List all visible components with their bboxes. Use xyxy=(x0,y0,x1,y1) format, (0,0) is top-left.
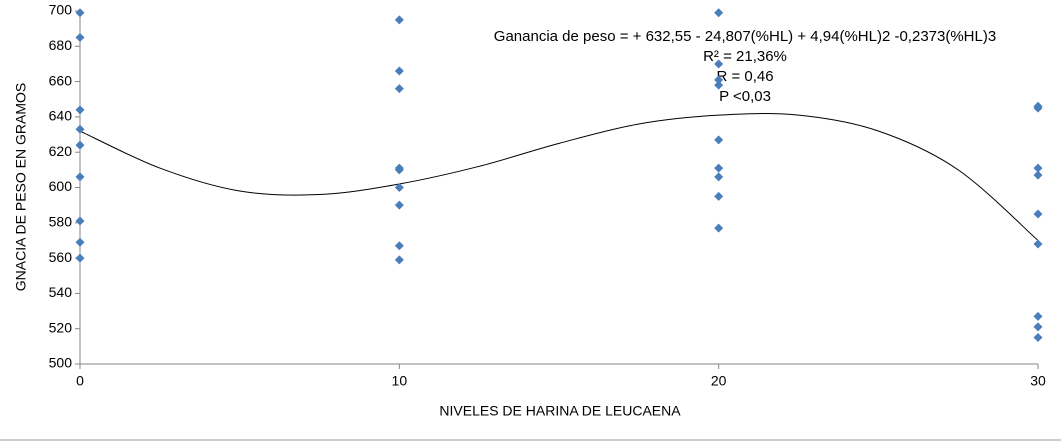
y-axis-label: GNACIA DE PESO EN GRAMOS xyxy=(13,83,29,292)
point xyxy=(1033,103,1043,113)
y-tick-label: 560 xyxy=(49,249,73,265)
point xyxy=(714,163,724,173)
y-tick-label: 620 xyxy=(49,143,73,159)
point xyxy=(714,191,724,201)
y-tick-label: 580 xyxy=(49,214,73,230)
point xyxy=(394,66,404,76)
point xyxy=(394,183,404,192)
point xyxy=(714,223,724,233)
point xyxy=(1033,239,1043,249)
y-tick-label: 600 xyxy=(49,178,73,194)
point xyxy=(75,8,85,18)
x-tick-label: 30 xyxy=(1030,373,1046,389)
x-tick-label: 20 xyxy=(711,373,727,389)
point xyxy=(394,200,404,210)
point xyxy=(75,105,85,115)
r-value: R = 0,46 xyxy=(716,68,773,85)
point xyxy=(714,8,724,18)
point xyxy=(75,32,85,42)
y-tick-label: 540 xyxy=(49,284,73,300)
x-tick-label: 10 xyxy=(392,373,408,389)
y-tick-label: 700 xyxy=(49,2,73,18)
point xyxy=(714,172,724,182)
point xyxy=(714,75,724,85)
y-tick-label: 680 xyxy=(49,37,73,53)
point xyxy=(1033,322,1043,332)
x-tick-label: 0 xyxy=(76,373,84,389)
point xyxy=(75,237,85,247)
r-squared: R² = 21,36% xyxy=(703,48,787,65)
point xyxy=(1033,311,1043,321)
x-axis-label: NIVELES DE HARINA DE LEUCAENA xyxy=(439,403,681,419)
point xyxy=(394,241,404,251)
point xyxy=(714,135,724,145)
y-tick-label: 500 xyxy=(49,355,73,371)
y-tick-label: 640 xyxy=(49,108,73,124)
point xyxy=(394,15,404,25)
trend-line xyxy=(79,113,1039,241)
point xyxy=(75,172,85,182)
p-value: P <0,03 xyxy=(719,88,771,105)
point xyxy=(1033,333,1043,343)
y-tick-label: 660 xyxy=(49,72,73,88)
point xyxy=(1033,170,1043,180)
point xyxy=(714,80,724,90)
point xyxy=(75,124,85,134)
equation: Ganancia de peso = + 632,55 - 24,807(%HL… xyxy=(494,28,996,45)
point xyxy=(394,255,404,265)
point xyxy=(1033,163,1043,173)
point xyxy=(75,140,85,150)
point xyxy=(394,165,404,175)
point xyxy=(75,253,85,263)
y-tick-label: 520 xyxy=(49,319,73,335)
point xyxy=(75,216,85,226)
point xyxy=(1033,209,1043,219)
point xyxy=(714,59,724,69)
point xyxy=(394,84,404,94)
